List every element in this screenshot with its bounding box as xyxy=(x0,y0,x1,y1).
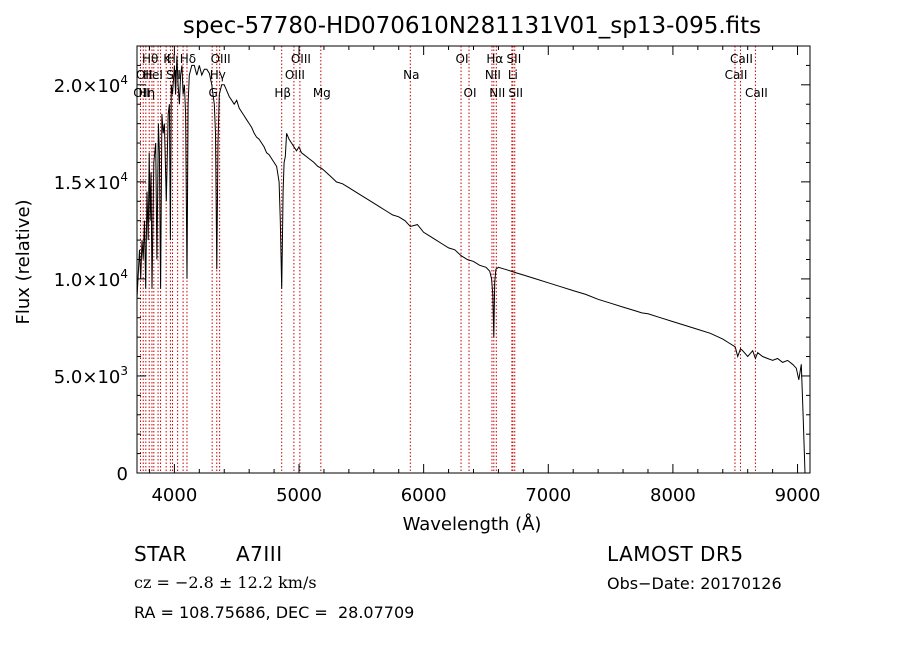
chart-title: spec-57780-HD070610N281131V01_sp13-095.f… xyxy=(183,13,761,39)
x-axis: 4000 5000 6000 7000 8000 9000 xyxy=(148,46,821,506)
line-marker-label: Hα xyxy=(486,52,503,66)
line-marker-label: OIII xyxy=(291,52,311,66)
y-tick-label: 1.0×104 xyxy=(54,267,128,291)
line-marker-label: H xyxy=(167,52,176,66)
line-marker-labels: OIIOIIHηHθHeIKHSIIHδGHγOIIIHβOIIIOIIIMgN… xyxy=(133,52,768,100)
plot-frame xyxy=(136,45,811,474)
line-marker-label: OI xyxy=(464,86,477,100)
x-tick-label: 9000 xyxy=(775,485,821,506)
redshift-cz: cz = −2.8 ± 12.2 km/s xyxy=(134,573,317,592)
line-marker-label: NII xyxy=(485,68,501,82)
line-markers xyxy=(139,46,756,473)
x-axis-label: Wavelength (Å) xyxy=(403,513,542,535)
y-tick-label: 2.0×104 xyxy=(54,73,128,97)
y-axis: 0 5.0×103 1.0×104 1.5×104 2.0×104 xyxy=(54,64,810,485)
survey-name: LAMOST DR5 xyxy=(607,542,744,566)
y-tick-label: 5.0×103 xyxy=(54,364,128,388)
line-marker-label: Hβ xyxy=(274,86,291,100)
line-marker-label: SII xyxy=(508,86,523,100)
line-marker-label: Li xyxy=(508,68,518,82)
line-marker-label: SII xyxy=(507,52,522,66)
object-class: STAR xyxy=(134,542,187,566)
line-marker-label: Hγ xyxy=(210,68,226,82)
y-axis-label: Flux (relative) xyxy=(13,199,34,324)
line-marker-label: OIII xyxy=(211,52,231,66)
line-marker-label: OI xyxy=(456,52,469,66)
line-marker-label: OIII xyxy=(285,68,305,82)
coordinates: RA = 108.75686, DEC = 28.07709 xyxy=(134,603,415,622)
x-tick-label: 6000 xyxy=(401,485,447,506)
x-tick-label: 5000 xyxy=(276,485,322,506)
y-tick-label: 1.5×104 xyxy=(54,170,128,194)
x-tick-label: 7000 xyxy=(525,485,571,506)
line-marker-label: Hη xyxy=(139,86,156,100)
x-tick-label: 8000 xyxy=(650,485,696,506)
spectrum-line xyxy=(136,55,806,474)
line-marker-label: K xyxy=(163,52,172,66)
line-marker-label: Mg xyxy=(313,86,331,100)
object-subclass: A7III xyxy=(236,542,283,566)
x-tick-label: 4000 xyxy=(151,485,197,506)
line-marker-label: CaII xyxy=(725,68,748,82)
line-marker-label: HeI xyxy=(143,68,163,82)
line-marker-label: Na xyxy=(403,68,419,82)
line-marker-label: CaII xyxy=(730,52,753,66)
line-marker-label: CaII xyxy=(745,86,768,100)
line-marker-label: Hδ xyxy=(180,52,196,66)
line-marker-label: OII xyxy=(136,68,153,82)
line-marker-label: Hθ xyxy=(142,52,158,66)
obs-date: Obs−Date: 20170126 xyxy=(607,574,782,593)
y-tick-label: 0 xyxy=(117,464,128,485)
line-marker-label: NII xyxy=(489,86,505,100)
